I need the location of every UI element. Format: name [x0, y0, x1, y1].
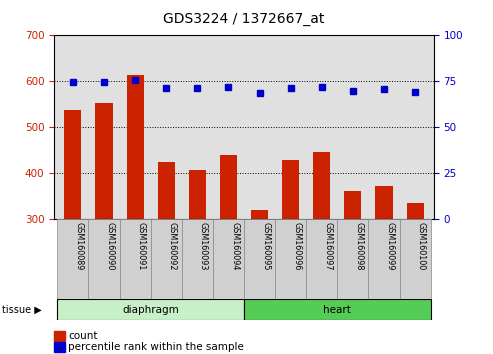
- Bar: [345, 192, 361, 219]
- Text: GSM160098: GSM160098: [354, 222, 363, 270]
- Text: GSM160091: GSM160091: [137, 222, 146, 270]
- Bar: [57, 219, 88, 299]
- Bar: [120, 219, 151, 299]
- Bar: [368, 219, 400, 299]
- Bar: [151, 219, 182, 299]
- Bar: [244, 299, 431, 320]
- Text: GSM160093: GSM160093: [199, 222, 208, 270]
- Text: count: count: [68, 331, 98, 341]
- Text: percentile rank within the sample: percentile rank within the sample: [68, 342, 244, 352]
- Bar: [251, 210, 268, 219]
- Text: GSM160092: GSM160092: [168, 222, 177, 270]
- Bar: [96, 103, 112, 219]
- Bar: [275, 219, 306, 299]
- Bar: [306, 219, 337, 299]
- Bar: [407, 203, 423, 219]
- Text: heart: heart: [323, 305, 352, 315]
- Bar: [337, 219, 368, 299]
- Text: diaphragm: diaphragm: [122, 305, 179, 315]
- Bar: [244, 219, 275, 299]
- Bar: [220, 155, 237, 219]
- Text: GSM160096: GSM160096: [292, 222, 301, 270]
- Text: tissue ▶: tissue ▶: [2, 305, 42, 315]
- Text: GSM160095: GSM160095: [261, 222, 270, 270]
- Bar: [282, 160, 299, 219]
- Text: GSM160099: GSM160099: [386, 222, 394, 270]
- Bar: [213, 219, 244, 299]
- Bar: [65, 110, 81, 219]
- Bar: [57, 299, 244, 320]
- Bar: [158, 162, 175, 219]
- Text: GSM160100: GSM160100: [417, 222, 426, 270]
- Text: GSM160089: GSM160089: [74, 222, 83, 270]
- Text: GDS3224 / 1372667_at: GDS3224 / 1372667_at: [163, 12, 325, 27]
- Bar: [88, 219, 120, 299]
- Bar: [376, 186, 392, 219]
- Bar: [400, 219, 431, 299]
- Text: GSM160097: GSM160097: [323, 222, 332, 270]
- Bar: [189, 170, 206, 219]
- Text: GSM160094: GSM160094: [230, 222, 239, 270]
- Bar: [313, 152, 330, 219]
- Bar: [182, 219, 213, 299]
- Bar: [127, 75, 143, 219]
- Text: GSM160090: GSM160090: [106, 222, 114, 270]
